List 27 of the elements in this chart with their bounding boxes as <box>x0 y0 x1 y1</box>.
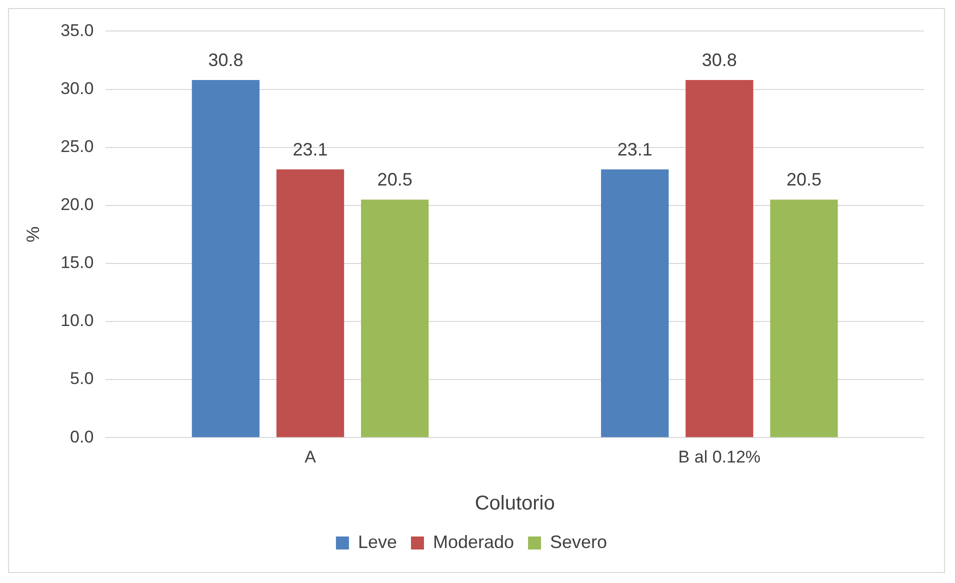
y-tick-label: 25.0 <box>60 137 94 156</box>
data-label: 20.5 <box>377 170 412 190</box>
legend-label: Severo <box>550 532 608 552</box>
y-tick-label: 10.0 <box>60 311 94 330</box>
x-tick-label: B al 0.12% <box>678 447 761 466</box>
x-axis-title: Colutorio <box>474 492 555 515</box>
x-tick-label: A <box>304 447 317 466</box>
bar <box>686 80 754 438</box>
bar <box>192 80 260 438</box>
data-label: 23.1 <box>617 139 652 160</box>
data-label: 20.5 <box>786 170 822 190</box>
y-tick-label: 0.0 <box>70 427 94 446</box>
legend-label: Leve <box>358 532 397 552</box>
y-tick-label: 15.0 <box>60 253 94 272</box>
y-tick-label: 5.0 <box>70 369 94 388</box>
data-label: 23.1 <box>292 139 328 160</box>
bar <box>601 169 669 438</box>
bar <box>770 200 838 438</box>
y-tick-label: 30.0 <box>60 78 94 98</box>
bar <box>276 169 344 438</box>
bar <box>361 200 429 438</box>
y-axis-title: % <box>22 226 43 242</box>
data-label: 30.8 <box>702 50 737 70</box>
y-tick-label: 20.0 <box>60 195 94 214</box>
data-label: 30.8 <box>208 50 244 70</box>
y-tick-label: 35.0 <box>60 20 94 40</box>
legend-label: Moderado <box>432 532 514 552</box>
